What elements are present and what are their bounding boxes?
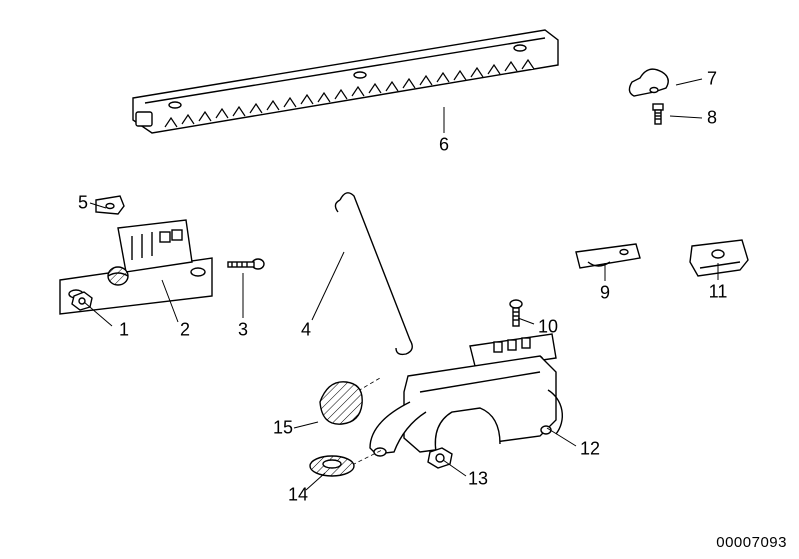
callout-6: 6 — [439, 135, 449, 156]
document-id: 00007093 — [716, 534, 787, 551]
part-4-wire — [335, 193, 412, 355]
callout-5: 5 — [78, 193, 88, 214]
callout-11: 11 — [709, 282, 728, 303]
callout-7: 7 — [707, 69, 717, 90]
callout-4: 4 — [301, 320, 311, 341]
part-10-screw — [510, 300, 522, 326]
callout-14: 14 — [288, 485, 308, 506]
callout-8: 8 — [707, 108, 717, 129]
part-11-cage-nut — [690, 240, 748, 276]
part-12-lever-assembly — [370, 334, 562, 456]
callout-10: 10 — [538, 317, 558, 338]
diagram-stage: 1 2 3 4 5 6 7 8 9 10 11 12 13 14 15 0000… — [0, 0, 799, 559]
callout-3: 3 — [238, 320, 248, 341]
callout-15: 15 — [273, 418, 293, 439]
part-3-bolt — [228, 259, 264, 269]
callout-2: 2 — [180, 320, 190, 341]
part-6-rail — [133, 30, 558, 133]
part-8-screw — [653, 104, 663, 124]
part-13-nut — [428, 448, 452, 468]
part-15-knob — [320, 382, 362, 424]
callout-1: 1 — [119, 320, 129, 341]
part-5-clipnut — [96, 196, 124, 214]
callout-12: 12 — [580, 439, 600, 460]
callout-9: 9 — [600, 283, 610, 304]
callout-13: 13 — [468, 469, 488, 490]
part-9-clip — [576, 244, 640, 268]
diagram-svg — [0, 0, 799, 559]
part-14-grommet — [310, 456, 354, 476]
part-7-clip — [629, 69, 668, 96]
